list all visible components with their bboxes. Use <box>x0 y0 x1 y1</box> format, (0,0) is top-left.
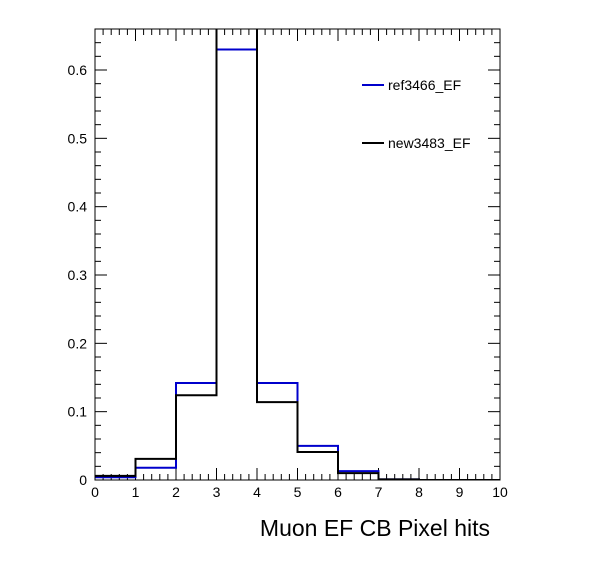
legend-label-new3483: new3483_EF <box>388 135 471 151</box>
y-tick-label: 0.6 <box>68 62 88 78</box>
y-tick-label: 0.5 <box>68 130 88 146</box>
y-tick-label: 0.1 <box>68 404 88 420</box>
x-tick-label: 2 <box>172 484 180 500</box>
y-tick-label: 0 <box>79 472 87 488</box>
legend: ref3466_EF new3483_EF <box>362 77 471 151</box>
data-series <box>95 29 500 480</box>
x-tick-label: 10 <box>492 484 508 500</box>
legend-label-ref3466: ref3466_EF <box>388 77 461 93</box>
y-tick-label: 0.3 <box>68 267 88 283</box>
x-tick-label: 8 <box>415 484 423 500</box>
series-new3483_EF-line <box>95 29 500 480</box>
x-tick-label: 5 <box>294 484 302 500</box>
x-tick-label: 0 <box>91 484 99 500</box>
x-tick-label: 1 <box>132 484 140 500</box>
x-tick-label: 6 <box>334 484 342 500</box>
x-tick-label: 3 <box>213 484 221 500</box>
x-tick-label: 7 <box>375 484 383 500</box>
plot-frame <box>94 28 501 481</box>
x-tick-label: 9 <box>456 484 464 500</box>
y-tick-label: 0.4 <box>68 199 88 215</box>
x-tick-label: 4 <box>253 484 261 500</box>
y-tick-label: 0.2 <box>68 335 88 351</box>
x-axis-title: Muon EF CB Pixel hits <box>260 515 490 541</box>
tick-labels: 0 1 2 3 4 5 6 7 8 9 10 0 0.1 0.2 0.3 0.4 0.5 0.6 <box>68 62 508 500</box>
